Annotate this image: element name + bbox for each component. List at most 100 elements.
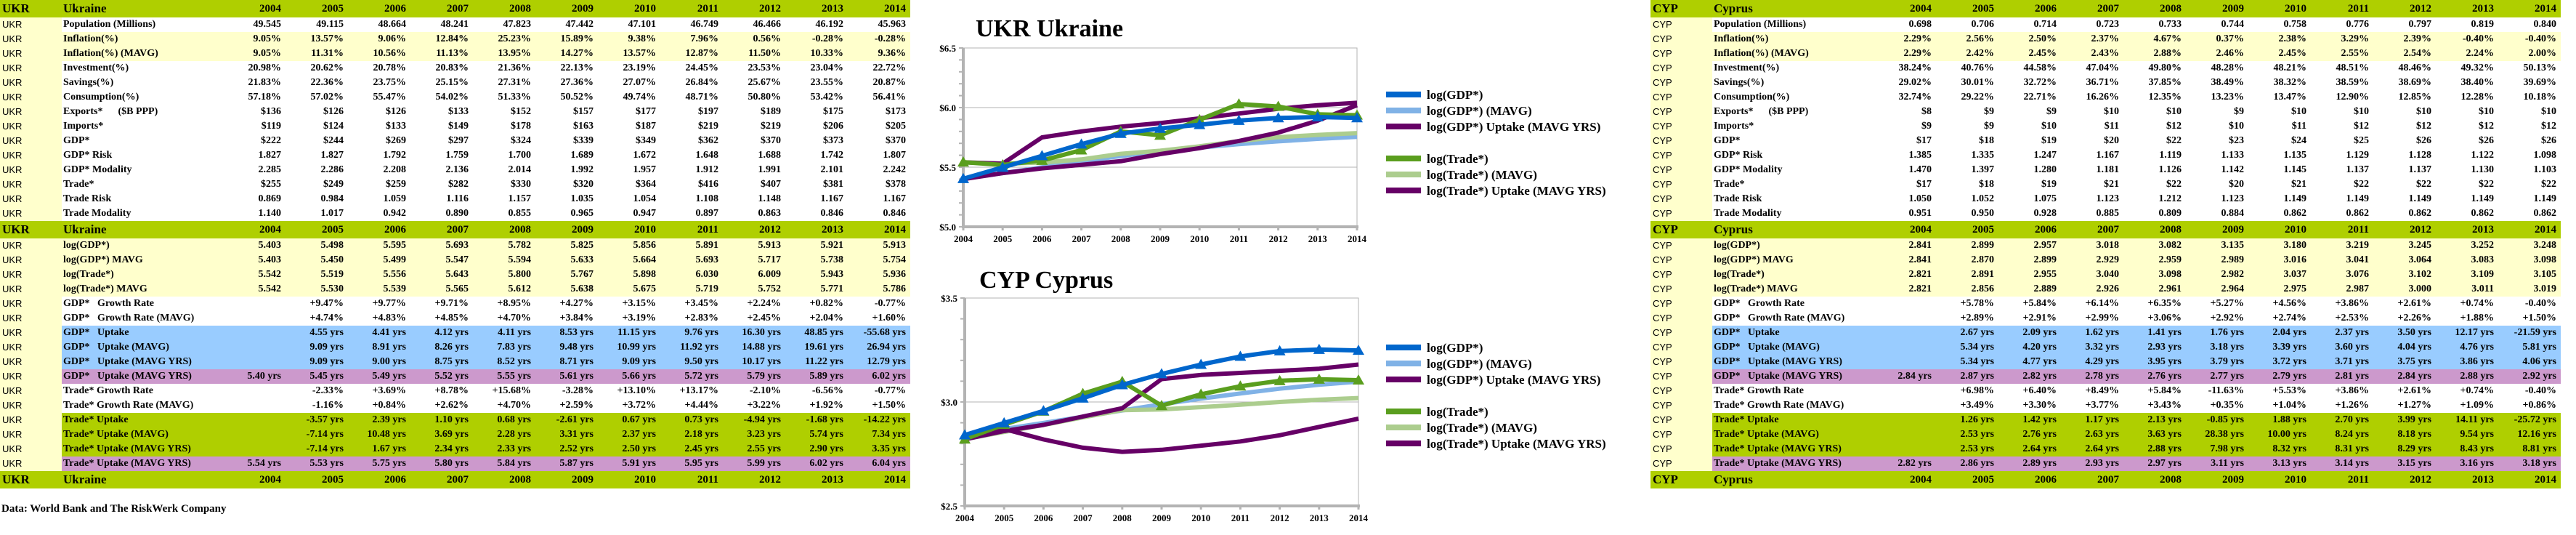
- row-value: 46.749: [660, 17, 723, 32]
- row-value: 2.821: [1874, 268, 1936, 282]
- data-point-marker: [1036, 150, 1048, 161]
- table-row: UKR Trade* Growth Rate -2.33% +3.69% +8.78% +…: [0, 384, 910, 398]
- row-value: [1874, 442, 1936, 456]
- row-value: +2.04%: [785, 311, 848, 326]
- table-row: UKR log(Trade*) 5.542 5.519 5.556 5.643 5.800 5…: [0, 268, 910, 282]
- year-header: 2011: [660, 221, 723, 238]
- row-label: Trade* Uptake: [1712, 413, 1874, 427]
- x-tick-label: 2013: [1310, 512, 1329, 523]
- row-value: 8.75 yrs: [410, 355, 473, 369]
- row-value: 5.913: [723, 238, 785, 253]
- row-value: $9: [2186, 105, 2248, 119]
- row-value: 5.55 yrs: [473, 369, 535, 384]
- row-value: 5.800: [473, 268, 535, 282]
- row-value: 0.862: [2436, 206, 2498, 221]
- row-value: -25.72 yrs: [2498, 413, 2561, 427]
- table-row: CYP log(GDP*) MAVG 2.841 2.870 2.899 2.929 2.9…: [1650, 253, 2561, 268]
- row-value: 0.897: [660, 206, 723, 221]
- row-value: 2.208: [348, 163, 410, 177]
- table-row: CYP Inflation(%) (MAVG) 2.29% 2.42% 2.45% 2.4…: [1650, 47, 2561, 61]
- row-value: 1.137: [2373, 163, 2436, 177]
- row-value: 2.82 yrs: [1998, 369, 2061, 384]
- row-label: Trade* Growth Rate (MAVG): [62, 398, 223, 413]
- row-value: +5.53%: [2248, 384, 2311, 398]
- row-value: [223, 297, 285, 311]
- row-label: Investment(%): [62, 61, 223, 76]
- row-value: 12.85%: [2373, 90, 2436, 105]
- row-value: 5.675: [598, 282, 660, 297]
- year-header: 2010: [2248, 0, 2311, 17]
- row-value: 29.22%: [1936, 90, 1998, 105]
- data-point-marker: [1037, 405, 1050, 416]
- row-value: $297: [410, 134, 473, 148]
- row-value: 49.115: [285, 17, 348, 32]
- row-value: 9.36%: [848, 47, 910, 61]
- table-row: UKR GDP* Uptake (MAVG YRS) 9.09 yrs 9.00 yr…: [0, 355, 910, 369]
- row-value: 3.99 yrs: [2373, 413, 2436, 427]
- row-value: 11.92 yrs: [660, 340, 723, 355]
- row-value: 9.38%: [598, 32, 660, 47]
- row-value: +1.27%: [2373, 398, 2436, 413]
- row-value: 2.90 yrs: [785, 442, 848, 456]
- row-value: +2.83%: [660, 311, 723, 326]
- row-label: GDP* Growth Rate: [62, 297, 223, 311]
- year-header: 2013: [785, 471, 848, 488]
- data-point-marker: [1311, 110, 1324, 121]
- row-value: 39.69%: [2498, 76, 2561, 90]
- row-label: Savings(%): [62, 76, 223, 90]
- row-value: 1.052: [1936, 192, 1998, 206]
- row-value: 22.36%: [285, 76, 348, 90]
- row-value: 2.52 yrs: [535, 442, 598, 456]
- row-value: 5.80 yrs: [410, 456, 473, 471]
- legend-label: log(Trade*): [1427, 405, 1489, 419]
- row-value: +3.77%: [2061, 398, 2123, 413]
- row-value: $12: [2311, 119, 2373, 134]
- row-value: 2.64 yrs: [1998, 442, 2061, 456]
- row-value: 5.738: [785, 253, 848, 268]
- row-value: 2.64 yrs: [2061, 442, 2123, 456]
- row-value: 2.78 yrs: [2061, 369, 2123, 384]
- row-value: $18: [1936, 177, 1998, 192]
- row-value: 5.72 yrs: [660, 369, 723, 384]
- row-label: Trade* Uptake (MAVG): [1712, 427, 1874, 442]
- row-value: $136: [223, 105, 285, 119]
- row-value: 0.863: [723, 206, 785, 221]
- row-country-code: UKR: [0, 238, 62, 253]
- row-value: $19: [1998, 134, 2061, 148]
- x-tick-label: 2009: [1151, 233, 1170, 244]
- row-value: $349: [598, 134, 660, 148]
- row-value: 12.17 yrs: [2436, 326, 2498, 340]
- data-point-marker: [998, 417, 1010, 427]
- year-header: 2007: [2061, 0, 2123, 17]
- year-header: 2007: [410, 221, 473, 238]
- row-value: 0.928: [1998, 206, 2061, 221]
- row-value: 5.75 yrs: [348, 456, 410, 471]
- legend-swatch: [1386, 377, 1421, 382]
- table-row: UKR GDP* Uptake 4.55 yrs 4.41 yrs 4.12 yrs 4.…: [0, 326, 910, 340]
- row-value: 1.116: [410, 192, 473, 206]
- row-country-code: CYP: [1650, 384, 1712, 398]
- row-value: 12.16 yrs: [2498, 427, 2561, 442]
- legend-label: log(Trade*) (MAVG): [1427, 421, 1537, 435]
- row-value: 50.52%: [535, 90, 598, 105]
- row-value: $26: [2436, 134, 2498, 148]
- row-country-code: UKR: [0, 340, 62, 355]
- row-value: 12.87%: [660, 47, 723, 61]
- row-value: 50.80%: [723, 90, 785, 105]
- row-value: 2.014: [473, 163, 535, 177]
- row-value: 2.136: [410, 163, 473, 177]
- row-value: 5.595: [348, 238, 410, 253]
- row-value: 0.37%: [2186, 32, 2248, 47]
- row-value: 2.92 yrs: [2498, 369, 2561, 384]
- row-value: 0.706: [1936, 17, 1998, 32]
- row-country-code: CYP: [1650, 105, 1712, 119]
- year-header: 2007: [2061, 471, 2123, 488]
- row-value: 0.714: [1998, 17, 2061, 32]
- x-tick-label: 2007: [1074, 512, 1093, 523]
- row-value: 5.547: [410, 253, 473, 268]
- row-value: 2.841: [1874, 253, 1936, 268]
- row-value: [223, 413, 285, 427]
- row-value: 5.565: [410, 282, 473, 297]
- row-value: 2.77 yrs: [2186, 369, 2248, 384]
- legend-swatch: [1386, 345, 1421, 350]
